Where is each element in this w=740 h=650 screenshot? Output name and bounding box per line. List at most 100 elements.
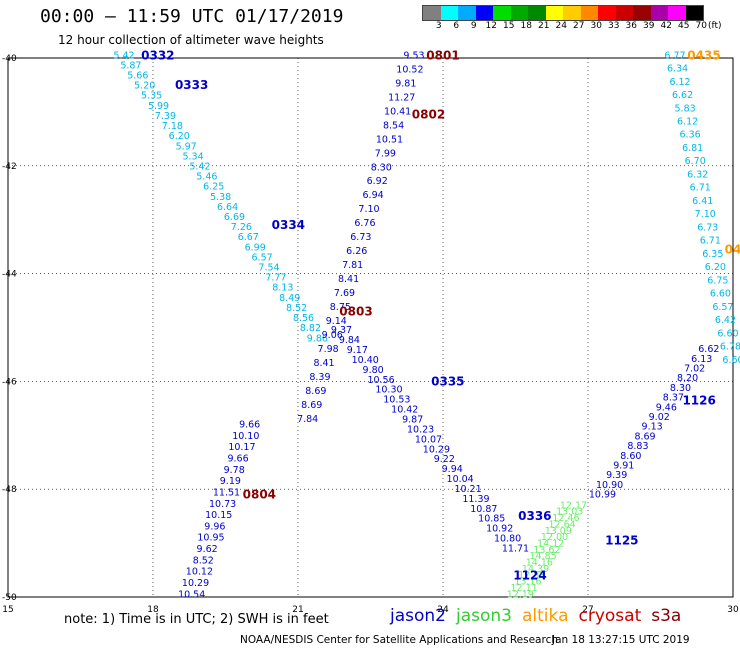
lat-tick-label: -42 [2, 162, 17, 172]
wave-height-value: 6.77 [664, 50, 685, 61]
wave-height-value: 9.19 [220, 476, 241, 487]
wave-height-value: 10.04 [447, 474, 474, 485]
pass-time-label: 0802 [412, 108, 445, 122]
wave-height-value: 10.56 [367, 375, 394, 386]
wave-height-value: 7.39 [155, 111, 176, 122]
wave-height-value: 8.69 [305, 386, 326, 397]
wave-height-value: 6.60 [710, 289, 731, 300]
color-swatch-15 [685, 6, 703, 20]
wave-height-value: 7.54 [258, 263, 279, 274]
wave-height-value: 6.13 [691, 354, 712, 365]
wave-height-value: 6.92 [367, 176, 388, 187]
lon-tick-label: 30 [727, 605, 739, 615]
pass-time-label: 0334 [272, 218, 305, 232]
color-scale-bar [422, 5, 704, 21]
lat-tick-label: -48 [2, 485, 17, 495]
wave-height-value: 12.17 [560, 500, 587, 511]
wave-height-value: 7.77 [265, 273, 286, 284]
color-swatch-10 [598, 6, 616, 20]
wave-height-value: 10.29 [423, 444, 450, 455]
wave-height-value: 6.71 [690, 183, 711, 194]
units-note: note: 1) Time is in UTC; 2) SWH is in fe… [64, 612, 329, 627]
wave-height-value: 10.90 [596, 480, 623, 491]
pass-time-label: 1126 [682, 393, 715, 407]
wave-height-value: 12.11 [511, 583, 538, 594]
color-swatch-7 [545, 6, 563, 20]
color-scale-label: 70 [695, 21, 707, 31]
pass-time-label: 1125 [605, 533, 638, 547]
wave-height-value: 6.75 [707, 275, 728, 286]
color-swatch-9 [580, 6, 598, 20]
generation-timestamp: Jan 18 13:27:15 UTC 2019 [552, 634, 690, 646]
wave-height-value: 9.22 [434, 454, 455, 465]
pass-time-label: 0333 [175, 78, 208, 92]
wave-height-value: 8.41 [338, 274, 359, 285]
wave-height-value: 14.39 [522, 564, 549, 575]
wave-height-value: 6.35 [702, 249, 723, 260]
wave-height-value: 6.25 [203, 182, 224, 193]
wave-height-value: 7.84 [297, 414, 318, 425]
wave-height-value: 13.09 [545, 526, 572, 537]
wave-height-value: 6.62 [672, 90, 693, 101]
page-title: 00:00 — 11:59 UTC 01/17/2019 [40, 6, 344, 27]
pass-time-label: 0803 [339, 304, 372, 318]
wave-height-value: 5.35 [141, 91, 162, 102]
wave-height-value: 10.92 [486, 524, 513, 535]
wave-height-value: 9.94 [442, 464, 463, 475]
wave-height-value: 8.54 [383, 120, 404, 131]
color-scale-label: 36 [625, 21, 637, 31]
wave-height-value: 10.42 [391, 405, 418, 416]
color-scale-label: 15 [503, 21, 515, 31]
wave-height-value: 6.73 [697, 222, 718, 233]
wave-height-value: 9.96 [204, 521, 225, 532]
wave-height-value: 9.80 [363, 365, 384, 376]
wave-height-value: 6.20 [169, 131, 190, 142]
credit-line: NOAA/NESDIS Center for Satellite Applica… [240, 634, 558, 646]
wave-height-value: 5.46 [196, 172, 217, 183]
wave-height-value: 8.39 [309, 372, 330, 383]
color-scale-label: 24 [555, 21, 567, 31]
wave-height-value: 7.69 [334, 288, 355, 299]
color-scale-label: 3 [435, 21, 442, 31]
wave-height-value: 10.85 [478, 514, 505, 525]
wave-height-value: 6.34 [667, 64, 688, 75]
wave-height-value: 10.40 [352, 355, 379, 366]
color-swatch-1 [440, 6, 458, 20]
wave-height-value: 9.78 [224, 465, 245, 476]
wave-height-value: 6.67 [238, 232, 259, 243]
wave-height-value: 12.19 [507, 589, 534, 600]
color-swatch-6 [528, 6, 546, 20]
color-scale-label: 21 [538, 21, 550, 31]
wave-height-value: 14.16 [526, 558, 553, 569]
wave-height-value: 6.78 [720, 342, 740, 353]
wave-height-value: 9.46 [656, 402, 677, 413]
lon-tick-label: 15 [2, 605, 13, 615]
wave-height-value: 10.52 [396, 64, 423, 75]
color-swatch-14 [668, 6, 686, 20]
wave-height-value: 9.13 [642, 422, 663, 433]
wave-height-value: 10.10 [232, 431, 259, 442]
wave-height-value: 10.17 [228, 442, 255, 453]
wave-height-value: 5.83 [675, 103, 696, 114]
wave-height-value: 8.30 [371, 162, 392, 173]
wave-height-value: 9.66 [227, 453, 248, 464]
color-scale-label: (ft) [707, 21, 722, 31]
wave-height-value: 5.38 [210, 192, 231, 203]
wave-height-value: 12.64 [549, 519, 576, 530]
wave-height-value: 5.97 [176, 141, 197, 152]
pass-time-label: 0332 [141, 48, 174, 62]
wave-height-value: 12.00 [541, 532, 568, 543]
wave-height-value: 6.12 [677, 117, 698, 128]
wave-height-value: 10.80 [494, 534, 521, 545]
wave-height-value: 6.71 [700, 236, 721, 247]
wave-height-value: 6.73 [350, 232, 371, 243]
color-scale-labels: 3 6 9 12 15 18 21 24 27 30 33 36 39 42 45 70 (ft) [422, 21, 740, 33]
wave-height-value: 9.91 [613, 460, 634, 471]
pass-time-label: 0804 [243, 488, 276, 502]
wave-height-value: 8.69 [301, 400, 322, 411]
wave-height-value: 6.57 [252, 252, 273, 263]
wave-height-value: 5.66 [127, 71, 148, 82]
wave-height-value: 9.37 [331, 325, 352, 336]
wave-height-value: 8.83 [627, 441, 648, 452]
color-scale-label: 33 [608, 21, 620, 31]
